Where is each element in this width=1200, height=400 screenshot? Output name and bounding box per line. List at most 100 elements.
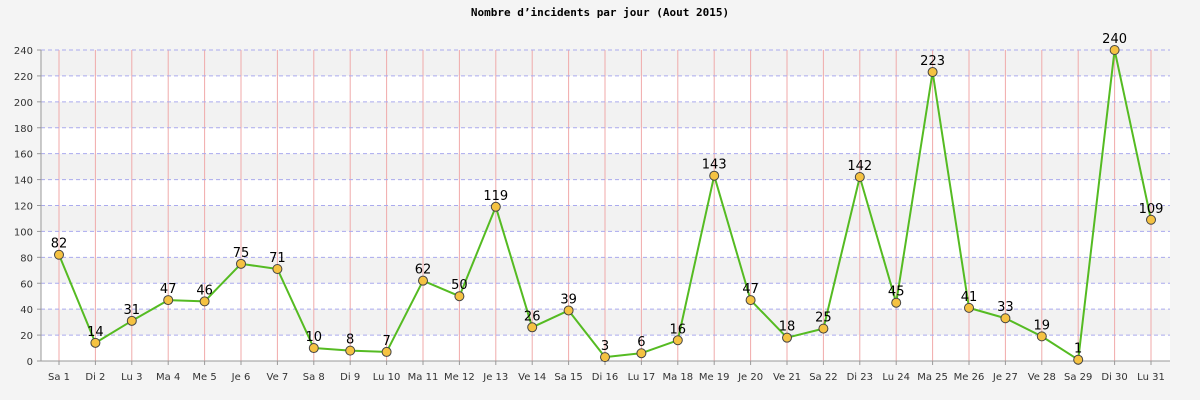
data-label: 223 xyxy=(920,54,945,69)
y-tick-label: 160 xyxy=(14,150,33,161)
data-label: 25 xyxy=(815,311,832,326)
data-point xyxy=(54,249,64,260)
data-label: 75 xyxy=(233,246,250,261)
x-tick-label: Ve 21 xyxy=(773,372,801,383)
x-tick-label: Me 19 xyxy=(699,372,730,383)
x-tick-label: Lu 17 xyxy=(628,372,656,383)
data-label: 50 xyxy=(451,278,468,293)
data-point xyxy=(964,302,974,313)
x-tick-label: Lu 31 xyxy=(1137,372,1165,383)
data-point xyxy=(854,171,865,182)
data-label: 10 xyxy=(306,330,323,345)
data-label: 31 xyxy=(124,303,141,318)
data-label: 41 xyxy=(961,290,978,305)
y-tick-label: 240 xyxy=(14,46,33,57)
data-point xyxy=(672,335,683,346)
y-tick-label: 220 xyxy=(14,72,33,83)
x-tick-label: Di 2 xyxy=(85,372,105,383)
data-point xyxy=(745,295,756,306)
data-point xyxy=(272,263,283,274)
data-point xyxy=(308,343,319,354)
x-tick-label: Ma 25 xyxy=(917,372,948,383)
x-tick-label: Je 13 xyxy=(482,372,508,383)
y-tick-label: 200 xyxy=(14,98,33,109)
data-label: 8 xyxy=(346,333,354,348)
x-tick-label: Me 12 xyxy=(444,372,475,383)
data-point xyxy=(1036,331,1047,342)
data-label: 7 xyxy=(382,334,390,349)
data-point xyxy=(818,323,829,334)
x-tick-label: Me 26 xyxy=(954,372,985,383)
x-tick-label: Je 20 xyxy=(737,372,763,383)
data-label: 71 xyxy=(269,251,286,266)
y-tick-label: 120 xyxy=(14,202,33,213)
x-tick-label: Sa 1 xyxy=(48,372,70,383)
data-label: 82 xyxy=(51,237,68,252)
data-point xyxy=(1073,354,1084,365)
data-label: 47 xyxy=(160,282,177,297)
data-point xyxy=(527,322,538,333)
x-tick-label: Ma 11 xyxy=(408,372,439,383)
data-point xyxy=(891,297,902,308)
x-tick-label: Ve 28 xyxy=(1028,372,1056,383)
x-tick-label: Sa 22 xyxy=(809,372,837,383)
data-label: 33 xyxy=(997,300,1014,315)
data-point xyxy=(236,258,246,269)
x-tick-label: Sa 8 xyxy=(303,372,325,383)
data-label: 6 xyxy=(637,335,645,350)
x-tick-label: Di 23 xyxy=(847,372,873,383)
chart-title: Nombre d’incidents par jour (Aout 2015) xyxy=(470,6,730,19)
data-point xyxy=(490,201,501,212)
data-point xyxy=(782,332,792,343)
data-label: 142 xyxy=(847,159,872,174)
x-tick-label: Sa 29 xyxy=(1064,372,1092,383)
y-tick-label: 80 xyxy=(20,253,33,264)
data-point xyxy=(1000,313,1011,324)
data-point xyxy=(90,337,101,348)
data-point xyxy=(454,291,465,302)
data-label: 143 xyxy=(702,158,727,173)
x-tick-label: Ve 7 xyxy=(267,372,289,383)
x-tick-label: Di 16 xyxy=(592,372,618,383)
x-tick-label: Me 5 xyxy=(192,372,216,383)
data-label: 46 xyxy=(196,283,213,298)
x-tick-label: Je 27 xyxy=(992,372,1018,383)
data-point xyxy=(163,295,174,306)
x-tick-label: Je 6 xyxy=(231,372,251,383)
y-tick-label: 20 xyxy=(20,331,33,342)
y-tick-label: 0 xyxy=(27,357,33,368)
data-label: 39 xyxy=(560,292,577,307)
data-label: 45 xyxy=(888,285,905,300)
x-tick-label: Di 9 xyxy=(340,372,360,383)
data-point xyxy=(1109,45,1120,55)
data-label: 16 xyxy=(670,322,687,337)
data-label: 14 xyxy=(87,325,104,340)
data-label: 19 xyxy=(1034,318,1051,333)
y-tick-label: 180 xyxy=(14,124,33,135)
data-point xyxy=(709,170,720,181)
data-point xyxy=(126,315,137,326)
x-tick-label: Lu 24 xyxy=(882,372,910,383)
data-point xyxy=(927,67,938,78)
data-label: 18 xyxy=(779,320,796,335)
y-tick-label: 140 xyxy=(14,176,33,187)
x-tick-label: Lu 3 xyxy=(121,372,142,383)
data-point xyxy=(636,348,647,359)
data-label: 109 xyxy=(1139,202,1164,217)
data-point xyxy=(345,345,356,356)
data-point xyxy=(1146,214,1156,225)
x-tick-label: Lu 10 xyxy=(373,372,401,383)
data-label: 26 xyxy=(524,309,541,324)
data-point xyxy=(563,305,574,316)
data-point xyxy=(600,352,610,363)
x-tick-label: Ve 14 xyxy=(518,372,546,383)
data-point xyxy=(418,275,428,286)
y-tick-label: 60 xyxy=(20,279,33,290)
data-label: 240 xyxy=(1102,32,1127,47)
x-tick-label: Ma 4 xyxy=(156,372,180,383)
data-label: 119 xyxy=(483,189,508,204)
data-point xyxy=(199,296,210,307)
y-tick-label: 40 xyxy=(20,305,33,316)
